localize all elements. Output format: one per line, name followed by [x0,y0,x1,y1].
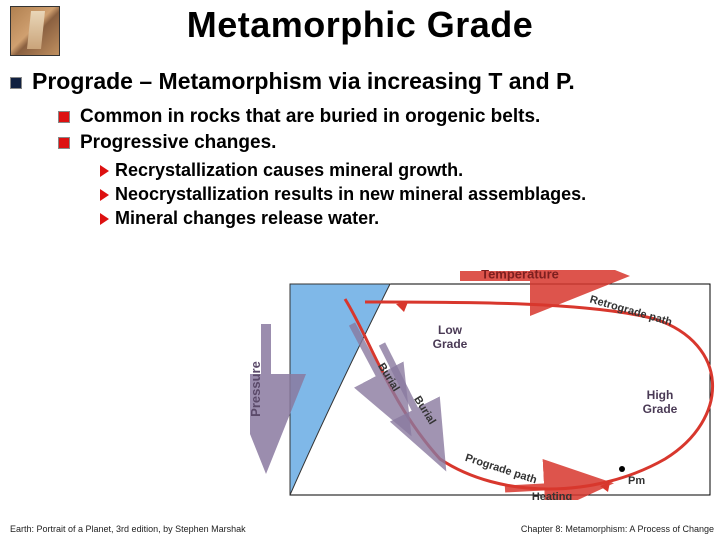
level3-text: Mineral changes release water. [115,208,379,228]
bullet-level3: Recrystallization causes mineral growth. [100,160,463,181]
triangle-bullet-icon [100,189,109,201]
level3-text: Neocrystallization results in new minera… [115,184,586,204]
diagram-svg: TemperaturePressureLowGradeHighGradeBuri… [250,270,715,500]
footer-left: Earth: Portrait of a Planet, 3rd edition… [10,524,246,534]
bullet-level3: Mineral changes release water. [100,208,379,229]
triangle-bullet-icon [100,213,109,225]
svg-text:Grade: Grade [433,337,468,351]
level2-text: Common in rocks that are buried in oroge… [80,106,540,127]
svg-text:Pressure: Pressure [250,361,263,417]
footer-right: Chapter 8: Metamorphism: A Process of Ch… [521,524,714,534]
level1-text: Prograde – Metamorphism via increasing T… [32,68,575,94]
bullet-level1: Prograde – Metamorphism via increasing T… [10,68,575,95]
level2-text: Progressive changes. [80,132,276,153]
svg-text:Grade: Grade [643,402,678,416]
svg-text:Heating: Heating [532,491,572,500]
triangle-bullet-icon [100,165,109,177]
pt-path-diagram: TemperaturePressureLowGradeHighGradeBuri… [250,270,715,500]
svg-text:High: High [647,388,674,402]
square-bullet-icon [58,137,70,149]
bullet-level2: Progressive changes. [58,132,276,154]
bullet-level3: Neocrystallization results in new minera… [100,184,586,205]
square-bullet-icon [58,111,70,123]
svg-text:Pm: Pm [628,475,645,487]
svg-text:Low: Low [438,323,463,337]
square-bullet-icon [10,77,22,89]
svg-text:Temperature: Temperature [481,270,559,282]
level3-text: Recrystallization causes mineral growth. [115,160,463,180]
slide-title: Metamorphic Grade [0,4,720,46]
bullet-level2: Common in rocks that are buried in oroge… [58,106,540,128]
